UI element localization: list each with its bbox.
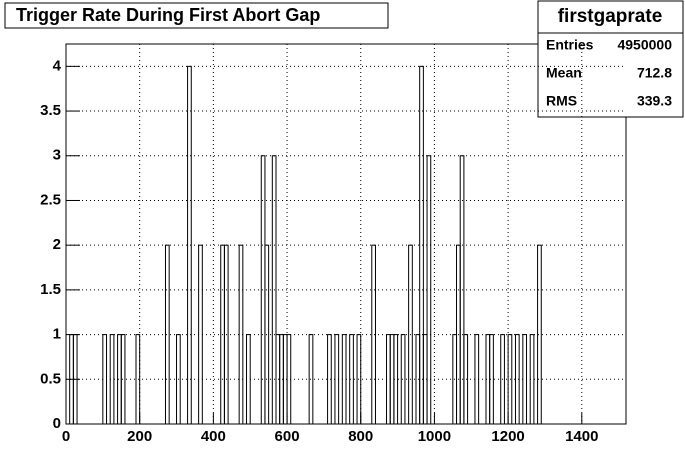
y-tick-label: 1.5 xyxy=(40,281,61,298)
bar xyxy=(223,244,229,425)
x-tick-label: 1000 xyxy=(418,428,451,445)
y-tick-label: 2.5 xyxy=(40,191,61,208)
chart-title: Trigger Rate During First Abort Gap xyxy=(16,5,320,25)
bar xyxy=(271,155,277,425)
bar xyxy=(459,155,465,425)
bar xyxy=(286,334,292,425)
bar xyxy=(419,65,424,425)
x-tick-label: 800 xyxy=(348,428,373,445)
stats-label: Mean xyxy=(546,65,582,81)
bar xyxy=(356,334,362,425)
bar xyxy=(102,334,108,425)
x-tick-label: 600 xyxy=(275,428,300,445)
bar xyxy=(522,334,528,425)
bar xyxy=(537,244,542,425)
y-tick-label: 3.5 xyxy=(40,102,61,119)
y-tick-label: 0.5 xyxy=(40,370,61,387)
bar xyxy=(327,334,332,425)
bar xyxy=(198,244,203,425)
bar xyxy=(514,334,520,425)
bar xyxy=(334,334,340,425)
bar xyxy=(187,65,192,425)
bar xyxy=(474,334,480,425)
y-tick-label: 4 xyxy=(53,57,62,74)
bar xyxy=(308,334,314,425)
bar xyxy=(426,155,432,425)
stats-title: firstgaprate xyxy=(558,6,663,27)
x-tick-label: 1200 xyxy=(491,428,524,445)
stats-label: Entries xyxy=(546,37,594,53)
x-tick-label: 400 xyxy=(201,428,226,445)
bar xyxy=(529,334,535,425)
bar xyxy=(238,244,244,425)
bar xyxy=(264,244,270,425)
bar xyxy=(135,334,141,425)
x-tick-label: 200 xyxy=(127,428,152,445)
y-tick-label: 3 xyxy=(53,147,61,164)
bar xyxy=(120,334,126,425)
bar xyxy=(507,334,513,425)
y-tick-label: 1 xyxy=(53,326,61,343)
bar xyxy=(408,244,413,425)
bar xyxy=(393,334,399,425)
bar xyxy=(489,334,494,425)
bar xyxy=(176,334,181,425)
stats-value: 339.3 xyxy=(637,93,672,109)
title-box xyxy=(4,2,389,29)
bar xyxy=(500,334,505,425)
y-tick-label: 2 xyxy=(53,236,61,253)
stats-label: RMS xyxy=(546,93,577,109)
bar xyxy=(400,334,406,425)
x-tick-label: 1400 xyxy=(565,428,598,445)
stats-value: 4950000 xyxy=(617,37,672,53)
bar xyxy=(463,334,469,425)
bar xyxy=(246,334,251,425)
bar xyxy=(371,244,376,425)
bar xyxy=(72,334,78,425)
y-tick-label: 0 xyxy=(53,415,61,432)
bar xyxy=(349,334,354,425)
bar xyxy=(341,334,347,425)
stats-value: 712.8 xyxy=(637,65,672,81)
stats-box xyxy=(537,0,684,118)
bar xyxy=(164,244,170,425)
bar xyxy=(109,334,115,425)
x-tick-label: 0 xyxy=(62,428,70,445)
